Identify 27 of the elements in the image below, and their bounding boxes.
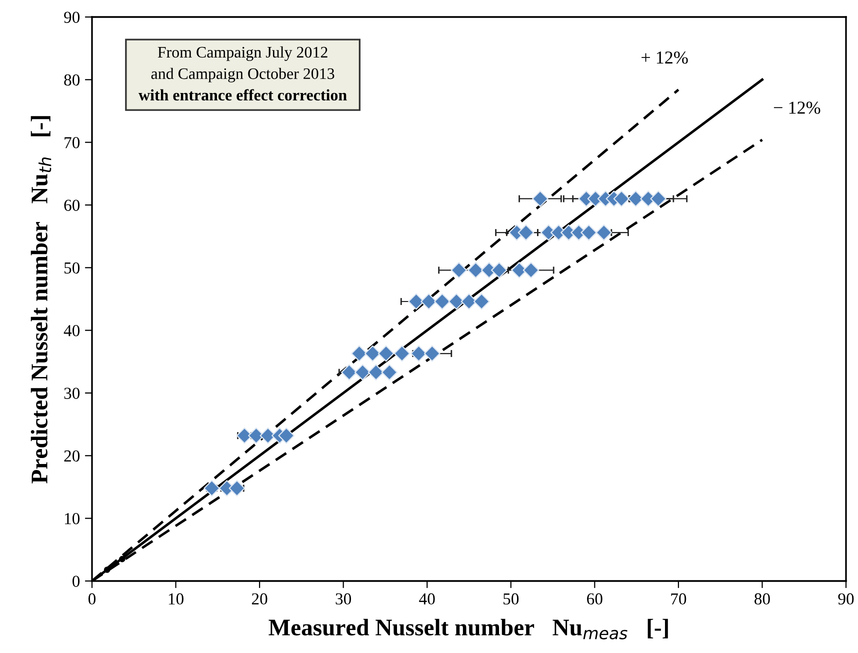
y-tick-label: 10	[64, 513, 80, 524]
x-tick-label: 50	[504, 593, 519, 605]
annotation: and Campaign October 2013	[151, 68, 334, 82]
text: Measured Nusselt number Nu$_{meas}$ [-]	[268, 618, 668, 640]
x-tick-label: 0	[88, 593, 96, 605]
text: Predicted Nusselt number Nu$_{th}$ [-]	[30, 116, 52, 484]
y-tick-label: 0	[72, 576, 80, 587]
x-tick-label: 90	[838, 593, 854, 605]
y-tick-label: 30	[64, 388, 80, 399]
annotation: + 12%	[642, 51, 688, 64]
annotation: − 12%	[774, 102, 820, 114]
x-tick-label: 40	[419, 593, 435, 605]
y-tick-label: 50	[64, 262, 80, 274]
annotation: with entrance effect correction	[138, 89, 347, 101]
y-tick-label: 80	[64, 74, 80, 86]
y-tick-label: 70	[64, 137, 80, 148]
x-tick-label: 60	[587, 593, 602, 605]
x-tick-label: 10	[168, 593, 184, 605]
y-tick-label: 20	[64, 450, 80, 462]
x-tick-label: 30	[336, 593, 352, 605]
x-tick-label: 20	[252, 593, 268, 605]
y-tick-label: 90	[64, 12, 80, 23]
x-tick-label: 80	[754, 593, 770, 605]
y-tick-label: 60	[64, 200, 80, 211]
annotation: From Campaign July 2012	[158, 46, 328, 61]
y-tick-label: 40	[64, 325, 80, 336]
x-tick-label: 70	[671, 593, 686, 605]
